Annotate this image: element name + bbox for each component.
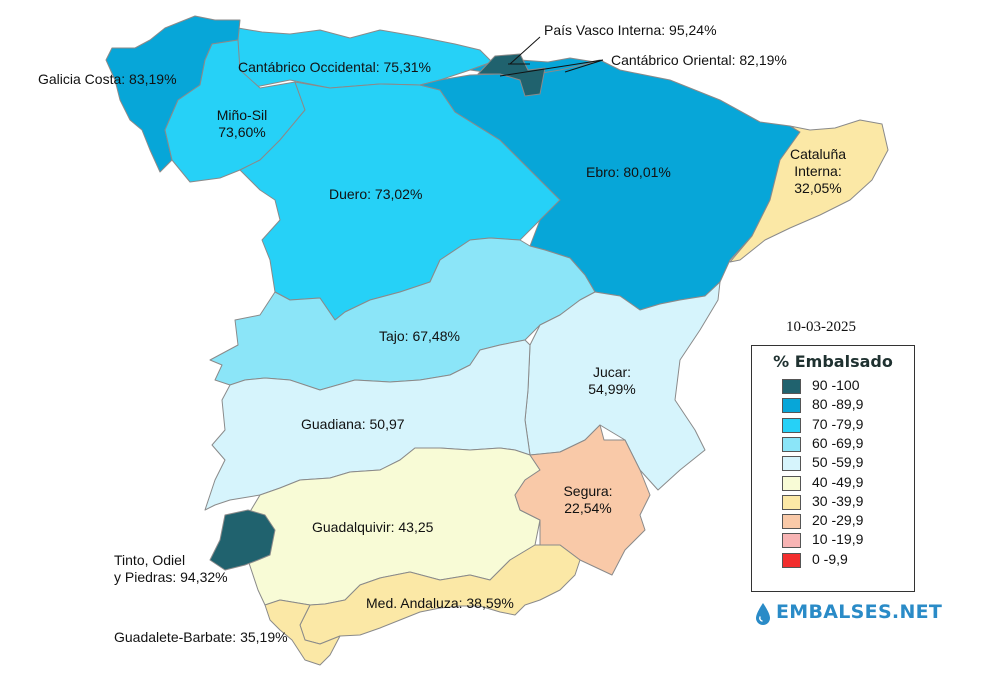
legend-swatch [782,533,801,549]
label-segura: Segura: 22,54% [556,483,620,517]
region-segura[interactable] [514,424,651,576]
label-jucar-value: 54,99% [588,381,636,397]
legend-label: 20 -29,9 [812,512,864,529]
label-tinto-odiel-piedras: Tinto, Odiel y Piedras: 94,32% [114,552,228,586]
leader-cantabrico-or-2 [564,59,604,73]
label-mino-sil-value: 73,60% [218,124,266,140]
label-pais-vasco-interna: País Vasco Interna: 95,24% [544,22,717,38]
legend: % Embalsado 90 -100 80 -89,9 70 -79,9 60 -6… [751,345,915,592]
label-tinto-name: Tinto, Odiel [114,552,186,568]
legend-label: 60 -69,9 [812,434,864,451]
region-guadalete-barbate[interactable] [264,599,341,666]
label-segura-value: 22,54% [564,500,612,516]
legend-label: 40 -49,9 [812,473,864,490]
label-guadiana: Guadiana: 50,97 [301,416,405,432]
label-cataluna-interna: Cataluña Interna: 32,05% [782,146,854,197]
region-tinto-odiel-piedras[interactable] [209,509,276,571]
label-tajo: Tajo: 67,48% [379,328,460,344]
legend-label: 0 -9,9 [812,550,848,567]
legend-swatch [782,514,801,530]
label-jucar-name: Jucar: [592,364,632,380]
label-ebro: Ebro: 80,01% [586,164,671,180]
legend-swatch [782,436,801,452]
leader-cantabrico-or-1 [499,59,604,77]
label-mino-sil-name: Miño-Sil [216,107,268,123]
legend-swatch [782,379,801,394]
legend-label: 30 -39,9 [812,492,864,509]
legend-swatch [782,417,801,433]
region-cataluna-interna[interactable] [729,119,889,263]
label-segura-name: Segura: [563,483,613,499]
map-date: 10-03-2025 [786,319,856,335]
region-pais-vasco-interna[interactable] [477,53,546,97]
leader-pais-vasco [509,36,541,65]
label-mino-sil: Miño-Sil 73,60% [212,107,272,141]
legend-swatch [782,552,801,568]
label-duero: Duero: 73,02% [329,186,423,202]
region-galicia-costa[interactable] [105,15,241,173]
legend-swatch [782,494,801,510]
label-cantabrico-occidental: Cantábrico Occidental: 75,31% [238,59,431,75]
legend-title: % Embalsado [773,352,893,371]
legend-label: 70 -79,9 [812,415,864,432]
label-cataluna-name: Cataluña [789,146,847,162]
legend-swatch [782,456,801,472]
label-cataluna-name-2: Interna: [794,163,842,179]
label-galicia-costa: Galicia Costa: 83,19% [38,71,177,87]
label-jucar: Jucar: 54,99% [582,364,642,398]
region-med-andaluza[interactable] [299,544,581,645]
legend-label: 10 -19,9 [812,531,864,548]
legend-label: 90 -100 [812,377,860,393]
legend-label: 50 -59,9 [812,454,864,471]
water-drop-icon [756,603,770,625]
label-guadalete-barbate: Guadalete-Barbate: 35,19% [114,629,288,645]
label-guadalquivir: Guadalquivir: 43,25 [312,519,434,535]
legend-label: 80 -89,9 [812,396,864,413]
label-cataluna-value: 32,05% [794,180,842,196]
label-med-andaluza: Med. Andaluza: 38,59% [366,595,514,611]
label-tinto-value: y Piedras: 94,32% [114,569,228,585]
brand-text: EMBALSES.NET [776,601,943,623]
legend-swatch [782,475,801,491]
legend-swatch [782,398,801,414]
label-cantabrico-oriental: Cantábrico Oriental: 82,19% [611,52,787,68]
